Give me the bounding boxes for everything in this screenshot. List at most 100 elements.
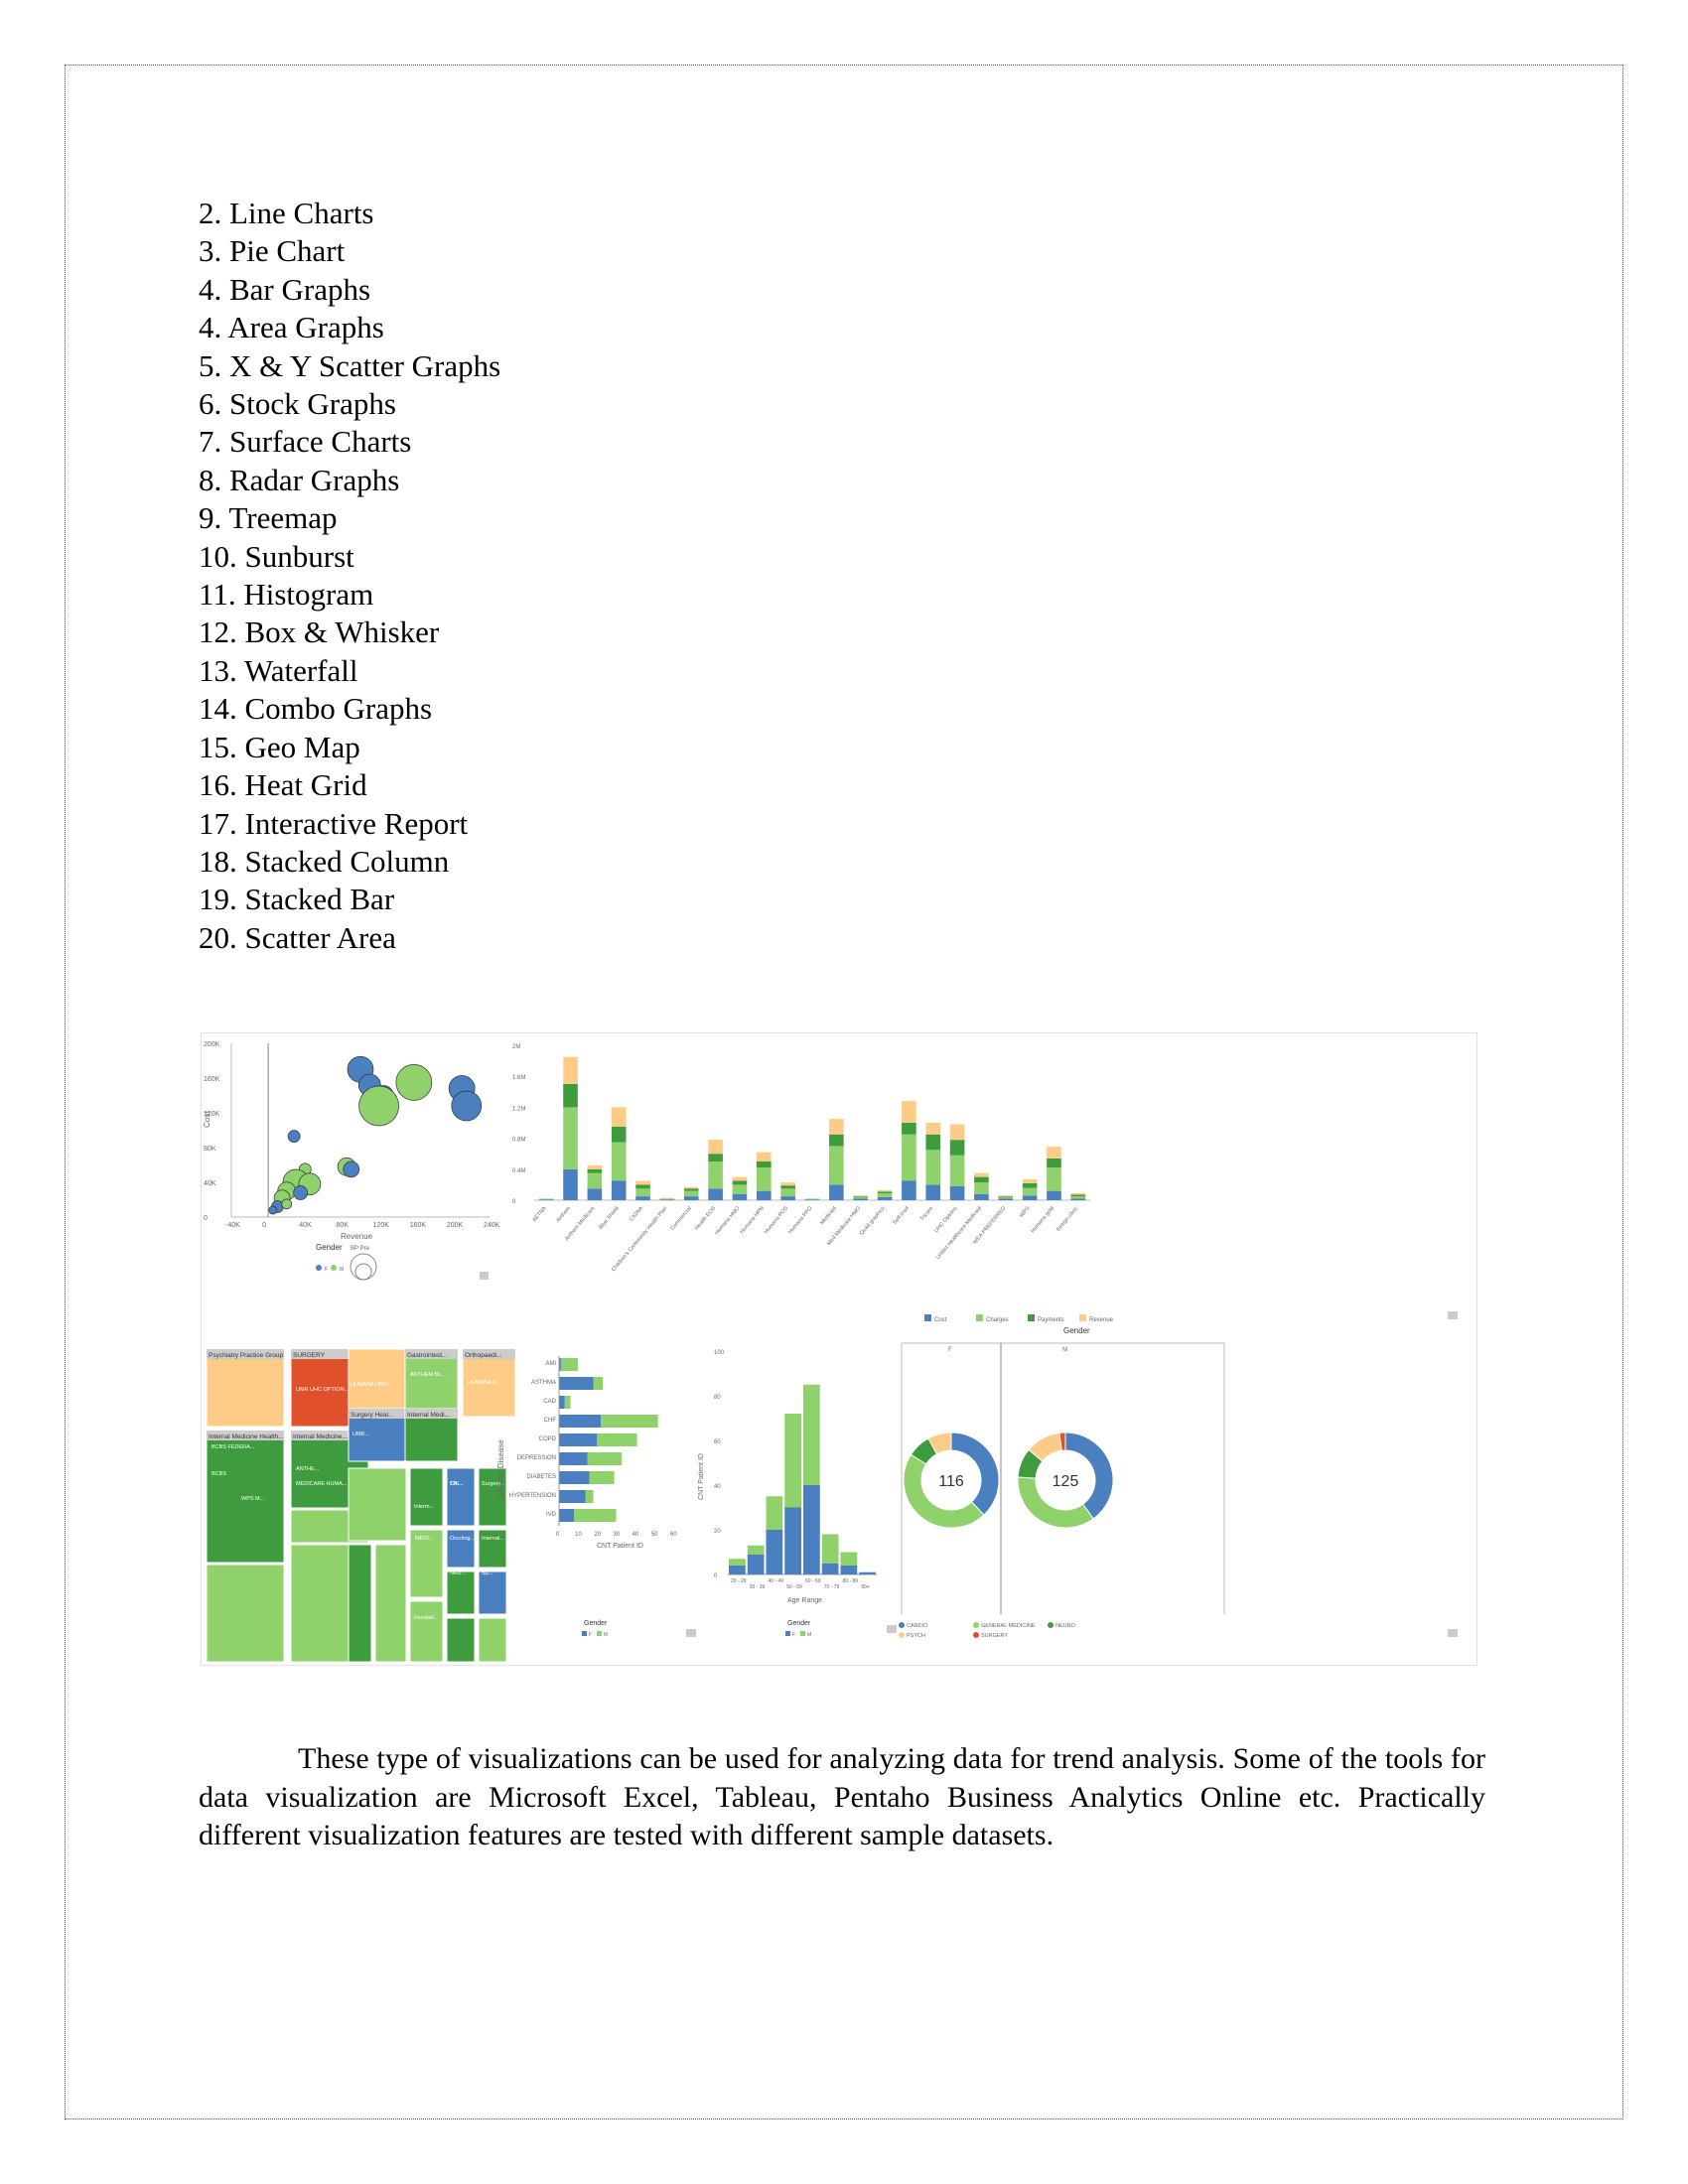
dashboard-svg: -40K 0 40K 80K 120K 160K 200K 240K 0 40K 80K 120K 16… bbox=[203, 1041, 1458, 1663]
stacked-bar-segment bbox=[949, 1124, 965, 1141]
hbar-segment-m bbox=[597, 1433, 637, 1446]
stacked-bar-segment bbox=[683, 1190, 699, 1197]
hbar-segment-f bbox=[559, 1452, 588, 1465]
pie-legend-label: PSYCH bbox=[907, 1633, 925, 1639]
hbar-segment-f bbox=[559, 1358, 561, 1371]
list-item: 15. Geo Map bbox=[199, 729, 360, 764]
stacked-x-tick: Medicaid bbox=[819, 1205, 838, 1226]
treemap-tile bbox=[348, 1467, 407, 1542]
stacked-bar-segment bbox=[757, 1167, 772, 1191]
hbar-segment-m bbox=[589, 1471, 615, 1484]
stacked-bar-segment bbox=[611, 1126, 627, 1143]
list-item: 6. Stock Graphs bbox=[199, 386, 396, 422]
hbar-legend-f: F bbox=[589, 1632, 592, 1638]
stacked-x-tick: foreign clinic bbox=[1055, 1205, 1079, 1232]
hist-legend-f: F bbox=[792, 1632, 795, 1638]
stacked-bar-segment bbox=[998, 1196, 1014, 1199]
treemap-tile bbox=[446, 1570, 476, 1615]
treemap-inner-label: ANTHEM BL... bbox=[410, 1372, 447, 1378]
stacked-x-tick: Self-Insd bbox=[892, 1205, 911, 1225]
treemap-inner-label: Internal... bbox=[482, 1536, 504, 1542]
stacked-bar-segment bbox=[1022, 1195, 1038, 1200]
stacked-bar-segment bbox=[1022, 1178, 1038, 1183]
stacked-bar-segment bbox=[757, 1161, 772, 1168]
treemap-tile bbox=[446, 1617, 476, 1663]
stacked-bar-segment bbox=[635, 1188, 650, 1197]
stacked-bar-segment bbox=[949, 1155, 965, 1186]
scatter-x-tick: 0 bbox=[262, 1222, 266, 1229]
stacked-bar-segment bbox=[877, 1189, 893, 1192]
hist-x-tick: 80 - 89 bbox=[843, 1578, 859, 1584]
stacked-bar-segment bbox=[611, 1142, 627, 1181]
treemap-group-label: Internal Medi... bbox=[407, 1412, 450, 1419]
scatter-y-tick: 160K bbox=[204, 1076, 220, 1083]
stacked-bar-segment bbox=[757, 1152, 772, 1161]
hist-legend-swatch-m bbox=[800, 1631, 805, 1636]
stacked-bar-segment bbox=[1070, 1192, 1086, 1195]
stacked-bar-segment bbox=[877, 1196, 893, 1200]
hbar-category: DIABETES bbox=[526, 1474, 556, 1480]
legend-swatch-m bbox=[331, 1265, 337, 1271]
list-item: 5. X & Y Scatter Graphs bbox=[199, 347, 501, 383]
scatter-y-tick: 120K bbox=[204, 1111, 220, 1118]
scatter-x-tick: 200K bbox=[447, 1222, 464, 1229]
treemap-inner-label: Interm... bbox=[414, 1504, 435, 1510]
list-item: 18. Stacked Column bbox=[199, 843, 450, 879]
hist-legend-swatch-f bbox=[785, 1631, 790, 1636]
hist-bar-m bbox=[840, 1552, 858, 1566]
scatter-x-tick: 240K bbox=[484, 1222, 500, 1229]
scatter-bubble bbox=[451, 1090, 483, 1122]
panel-scroll-icon bbox=[1448, 1311, 1458, 1319]
stacked-bar-segment bbox=[659, 1198, 675, 1200]
treemap-group-label: Internal Medicine... bbox=[293, 1433, 348, 1440]
hbar-x-tick: 10 bbox=[575, 1532, 582, 1538]
hbar-segment-f bbox=[559, 1377, 594, 1390]
treemap-tile bbox=[206, 1348, 285, 1428]
stacked-x-tick: Anthem bbox=[555, 1205, 572, 1224]
stacked-y-tick: 0.4M bbox=[512, 1168, 525, 1174]
treemap-group-label: Surgery Heal... bbox=[351, 1412, 394, 1419]
hist-bar-m bbox=[729, 1559, 746, 1566]
stacked-bar-segment bbox=[635, 1184, 650, 1189]
stacked-bar-segment bbox=[538, 1198, 554, 1200]
pie-legend-swatch bbox=[899, 1622, 905, 1628]
stacked-x-tick: Blue Shield bbox=[598, 1205, 620, 1230]
stacked-bar-segment bbox=[974, 1193, 989, 1200]
pie-legend-label: NEURO bbox=[1055, 1623, 1076, 1629]
dashboard-image: -40K 0 40K 80K 120K 160K 200K 240K 0 40K 80K 120K 16… bbox=[201, 1032, 1477, 1666]
stacked-bar-segment bbox=[587, 1168, 603, 1173]
hbar-x-tick: 60 bbox=[670, 1532, 677, 1538]
panel-scroll-icon bbox=[686, 1629, 696, 1637]
scatter-bubble bbox=[287, 1130, 301, 1143]
stacked-x-tick: Humana POS bbox=[764, 1205, 790, 1235]
hist-x-label: Age Range bbox=[787, 1597, 822, 1604]
treemap-tile bbox=[446, 1467, 476, 1527]
stacked-legend-label: Revenue bbox=[1089, 1317, 1114, 1323]
treemap-tile bbox=[478, 1529, 507, 1569]
stacked-bar-segment bbox=[974, 1182, 989, 1194]
list-item: 3. Pie Chart bbox=[199, 233, 346, 269]
hbar-x-label: CNT Patient ID bbox=[597, 1543, 643, 1550]
stacked-x-tick: UHC Options bbox=[933, 1205, 959, 1234]
scatter-x-tick: -40K bbox=[225, 1222, 240, 1229]
stacked-legend-swatch bbox=[1079, 1314, 1086, 1321]
body-paragraph: These type of visualizations can be used… bbox=[199, 1740, 1485, 1855]
hbar-segment-m bbox=[574, 1509, 617, 1522]
pie-legend-label: CARDIO bbox=[907, 1623, 928, 1629]
stacked-bar-segment bbox=[1047, 1190, 1061, 1200]
hist-bar-f bbox=[859, 1571, 876, 1574]
hist-bar-m bbox=[803, 1384, 820, 1485]
hist-bar-m bbox=[766, 1496, 783, 1530]
treemap-inner-label: Surgery... bbox=[482, 1481, 505, 1487]
stacked-bar-segment bbox=[563, 1056, 578, 1084]
stacked-y-tick: 2M bbox=[512, 1044, 520, 1050]
treemap-inner-label: ANTHE... bbox=[296, 1466, 320, 1472]
hbar-x-tick: 0 bbox=[556, 1532, 560, 1538]
hist-y-label: CNT Patient ID bbox=[698, 1453, 705, 1500]
list-item: 16. Heat Grid bbox=[199, 767, 367, 803]
stacked-bar-segment bbox=[998, 1196, 1014, 1197]
stacked-bar-segment bbox=[925, 1184, 941, 1200]
pie-legend-swatch bbox=[899, 1632, 905, 1638]
paragraph-text: These type of visualizations can be used… bbox=[199, 1742, 1485, 1852]
stacked-x-tick: CIGNA bbox=[629, 1205, 644, 1222]
